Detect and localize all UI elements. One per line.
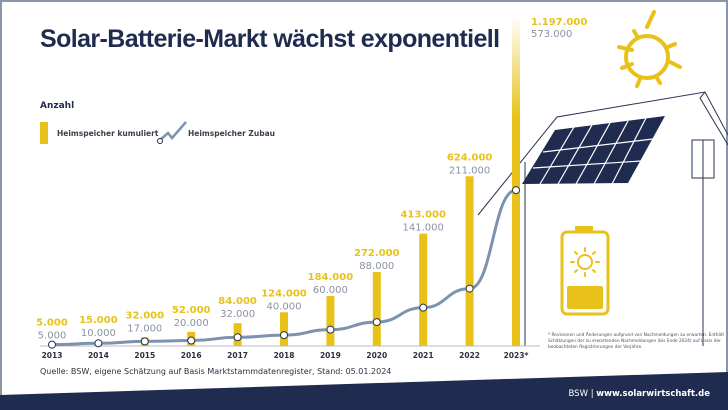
bar-value-label: 15.000 xyxy=(79,315,118,326)
line-value-label: 17.000 xyxy=(127,323,162,334)
footer-url[interactable]: www.solarwirtschaft.de xyxy=(596,389,710,399)
x-tick-label: 2020 xyxy=(366,351,387,360)
x-tick-label: 2017 xyxy=(227,351,248,360)
bar-value-label: 32.000 xyxy=(126,310,165,321)
line-value-label: 5.000 xyxy=(38,331,67,342)
legend-bar-swatch xyxy=(40,122,48,144)
line-point-2017 xyxy=(233,333,242,342)
footer-separator: | xyxy=(590,389,594,399)
line-point-2013 xyxy=(48,340,56,349)
line-point-2018 xyxy=(280,331,288,340)
x-tick-label: 2016 xyxy=(181,351,202,360)
bar-value-label: 184.000 xyxy=(308,272,354,283)
bar-value-label: 5.000 xyxy=(36,318,68,329)
legend-bar-label: Heimspeicher kumuliert xyxy=(57,129,159,138)
line-value-label: 573.000 xyxy=(531,29,572,40)
line-point-2022 xyxy=(465,284,474,293)
legend-line-label: Heimspeicher Zubau xyxy=(188,129,275,138)
line-value-label: 88.000 xyxy=(359,261,394,272)
source-note: Quelle: BSW, eigene Schätzung auf Basis … xyxy=(40,367,392,376)
bar-value-label: 84.000 xyxy=(218,296,257,307)
bar-2023* xyxy=(512,20,520,346)
footnote: * Revisionen und Änderungen aufgrund von… xyxy=(548,333,725,350)
bar-value-label: 124.000 xyxy=(261,288,307,299)
footer-org: BSW xyxy=(568,389,588,399)
x-tick-label: 2019 xyxy=(320,351,341,360)
line-value-label: 60.000 xyxy=(313,285,348,296)
bar-value-label: 52.000 xyxy=(172,305,211,316)
bar-2018 xyxy=(280,312,288,346)
solar-panel-icon xyxy=(522,116,665,185)
page-title: Solar-Batterie-Markt wächst exponentiell xyxy=(40,25,500,53)
sun-icon xyxy=(617,10,682,88)
line-point-2020 xyxy=(372,318,381,327)
line-value-label: 20.000 xyxy=(174,318,209,329)
footer-credit: BSW | www.solarwirtschaft.de xyxy=(569,389,711,399)
bar-2021 xyxy=(419,233,428,346)
x-tick-label: 2014 xyxy=(88,351,109,360)
legend-line-swatch xyxy=(157,121,187,144)
unit-label: Anzahl xyxy=(40,101,75,111)
line-value-label: 40.000 xyxy=(267,301,302,312)
bar-value-label: 413.000 xyxy=(400,210,446,221)
line-value-label: 211.000 xyxy=(449,165,490,176)
bar-2019 xyxy=(326,295,335,346)
bar-2022 xyxy=(465,176,474,346)
line-value-label: 10.000 xyxy=(81,328,116,339)
bar-value-label: 272.000 xyxy=(354,248,400,259)
line-point-2023* xyxy=(512,186,520,195)
line-point-2021 xyxy=(419,303,428,312)
x-tick-label: 2022 xyxy=(459,351,480,360)
x-tick-label: 2018 xyxy=(274,351,295,360)
x-tick-label: 2015 xyxy=(134,351,155,360)
footer-band xyxy=(0,372,728,410)
bar-2020 xyxy=(372,272,381,346)
battery-icon xyxy=(560,226,610,316)
x-tick-label: 2013 xyxy=(42,351,63,360)
x-tick-label: 2021 xyxy=(413,351,434,360)
line-point-2019 xyxy=(326,325,335,334)
line-value-label: 32.000 xyxy=(220,309,255,320)
line-value-label: 141.000 xyxy=(403,223,444,234)
bar-value-label: 1.197.000 xyxy=(531,17,587,28)
x-tick-label: 2023* xyxy=(504,351,529,360)
line-point-2014 xyxy=(94,339,103,348)
bar-value-label: 624.000 xyxy=(447,152,493,163)
line-heimspeicher-zubau xyxy=(51,188,517,347)
line-point-2015 xyxy=(140,337,149,346)
line-point-2016 xyxy=(187,336,196,345)
